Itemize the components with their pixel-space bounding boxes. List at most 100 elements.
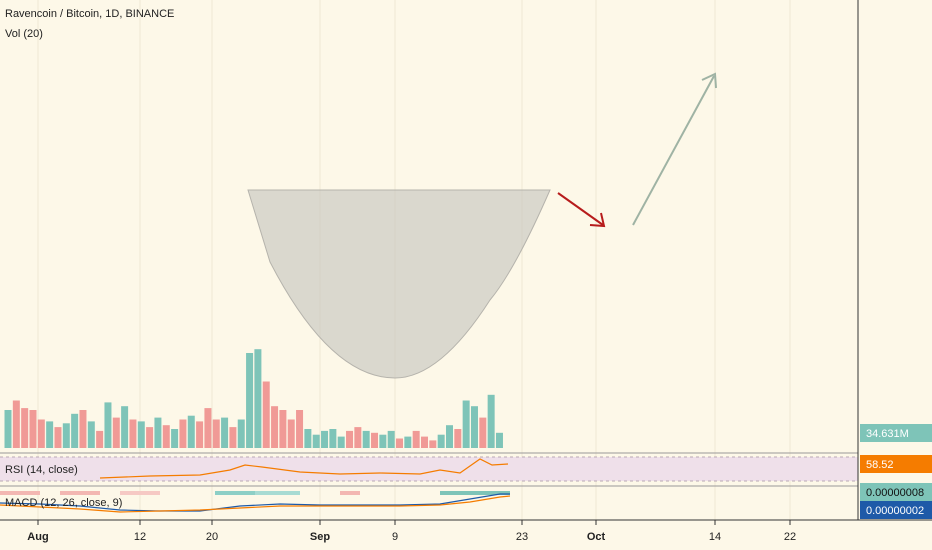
- volume-bar: [279, 410, 287, 448]
- volume-bar: [187, 415, 195, 448]
- volume-bar: [154, 417, 162, 448]
- volume-bar: [79, 410, 87, 448]
- x-tick-label: 14: [709, 531, 721, 543]
- symbol-title[interactable]: Ravencoin / Bitcoin, 1D, BINANCE: [5, 8, 175, 20]
- cup-area: [247, 189, 551, 379]
- volume-bars: [4, 349, 503, 448]
- volume-bar: [495, 432, 503, 448]
- volume-bar: [470, 406, 478, 448]
- volume-bar: [237, 419, 245, 448]
- volume-bar: [229, 427, 237, 448]
- rsi-value-tag-bg: [860, 455, 932, 473]
- rsi-pane: [0, 452, 858, 482]
- volume-bar: [304, 429, 312, 448]
- volume-value-tag-bg: [860, 424, 932, 442]
- up-arrow-line: [632, 75, 715, 226]
- volume-bar: [337, 436, 345, 448]
- down-arrow-head: [589, 212, 606, 228]
- volume-bar: [346, 430, 354, 448]
- volume-value-tag: 34.631M: [866, 428, 909, 440]
- volume-bar: [96, 430, 104, 448]
- macd-histogram: [0, 491, 40, 495]
- volume-bar: [254, 349, 262, 448]
- volume-bar: [121, 406, 129, 448]
- volume-bar: [171, 429, 179, 448]
- volume-bar: [454, 429, 462, 448]
- volume-bar: [296, 410, 304, 448]
- volume-bar: [379, 434, 387, 448]
- volume-bar: [479, 417, 487, 448]
- x-tick-label: Oct: [587, 531, 606, 543]
- volume-legend[interactable]: Vol (20): [5, 28, 43, 40]
- volume-bar: [262, 381, 270, 448]
- rsi-legend[interactable]: RSI (14, close): [5, 464, 78, 476]
- rsi-band: [0, 457, 858, 481]
- volume-bar: [29, 410, 37, 448]
- price-tags: 0.000004450.000003840.000003630.00000348…: [860, 424, 932, 519]
- volume-bar: [387, 430, 395, 448]
- signal-value-tag: 0.00000002: [866, 505, 924, 517]
- volume-bar: [421, 436, 428, 448]
- volume-bar: [354, 427, 362, 448]
- volume-bar: [4, 410, 12, 448]
- volume-bar: [62, 423, 70, 448]
- cup-shape: [247, 189, 551, 379]
- volume-bar: [437, 434, 445, 448]
- volume-bar: [312, 434, 320, 448]
- macd-legend[interactable]: MACD (12, 26, close, 9): [5, 497, 123, 509]
- volume-bar: [162, 425, 170, 448]
- up-arrow-head: [701, 72, 717, 89]
- volume-bar: [87, 421, 95, 448]
- x-tick-label: 9: [392, 531, 398, 543]
- x-tick-label: Sep: [310, 531, 330, 543]
- volume-bar: [404, 436, 412, 448]
- volume-bar: [37, 419, 45, 448]
- macd-value-tag-bg: [860, 483, 932, 501]
- volume-bar: [112, 417, 120, 448]
- volume-bar: [396, 438, 404, 448]
- down-arrow-line: [557, 192, 604, 226]
- rsi-line: [99, 458, 509, 479]
- rsi-value-tag: 58.52: [866, 459, 894, 471]
- macd-histogram: [60, 491, 100, 495]
- volume-bar: [246, 353, 254, 448]
- volume-bar: [412, 430, 420, 448]
- volume-bar: [46, 421, 54, 448]
- volume-bar: [204, 408, 212, 448]
- x-tick-label: 22: [784, 531, 796, 543]
- volume-bar: [429, 440, 437, 448]
- macd-value-tag: 0.00000008: [866, 487, 924, 499]
- macd-histogram: [255, 491, 300, 495]
- volume-bar: [21, 408, 29, 448]
- macd-pane: [0, 485, 858, 513]
- macd-line: [0, 493, 510, 512]
- volume-bar: [196, 421, 204, 448]
- volume-bar: [271, 406, 279, 448]
- annotation-arrows: [557, 72, 717, 228]
- volume-bar: [221, 417, 229, 448]
- signal-line: [0, 495, 511, 513]
- x-tick-label: 12: [134, 531, 146, 543]
- x-axis-ticks: Aug 12 20 Sep 9 23 Oct 14 22: [27, 520, 796, 543]
- x-tick-label: 20: [206, 531, 218, 543]
- volume-bar: [321, 430, 329, 448]
- x-tick-label: 23: [516, 531, 528, 543]
- x-tick-label: Aug: [27, 531, 48, 543]
- volume-bar: [487, 394, 495, 448]
- volume-bar: [462, 400, 470, 448]
- signal-value-tag-bg: [860, 501, 932, 519]
- macd-histogram: [440, 491, 510, 495]
- volume-bar: [54, 427, 62, 448]
- axes: [0, 0, 932, 521]
- volume-bar: [12, 400, 20, 448]
- volume-bar: [362, 430, 370, 448]
- volume-bar: [104, 402, 112, 448]
- volume-bar: [71, 413, 79, 448]
- volume-bar: [329, 429, 337, 448]
- volume-bar: [146, 427, 154, 448]
- volume-bar: [137, 421, 145, 448]
- volume-bar: [212, 419, 220, 448]
- macd-histogram: [120, 491, 160, 495]
